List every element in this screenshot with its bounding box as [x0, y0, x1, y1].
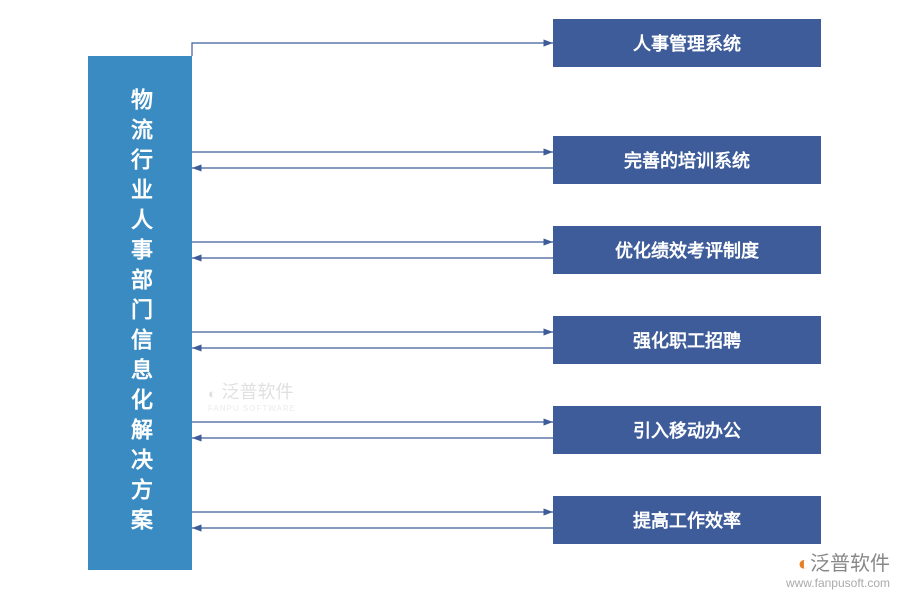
watermark-left-text: 泛普软件	[221, 382, 293, 402]
right-node: 强化职工招聘	[553, 316, 821, 364]
logo-icon: ◐	[798, 553, 810, 575]
main-node: 物流行业人事部门信息化解决方案	[88, 56, 192, 570]
watermark-left-sub: FANPU SOFTWARE	[208, 404, 296, 413]
watermark-right: ◐泛普软件 www.fanpusoft.com	[786, 547, 890, 590]
right-node: 优化绩效考评制度	[553, 226, 821, 274]
right-node-label: 引入移动办公	[633, 417, 741, 443]
connector-path	[192, 43, 553, 56]
logo-icon: ◐	[208, 385, 216, 401]
right-node: 引入移动办公	[553, 406, 821, 454]
right-node: 人事管理系统	[553, 19, 821, 67]
right-node: 提高工作效率	[553, 496, 821, 544]
right-node: 完善的培训系统	[553, 136, 821, 184]
right-node-label: 提高工作效率	[633, 507, 741, 533]
main-node-label: 物流行业人事部门信息化解决方案	[124, 88, 156, 538]
watermark-url: www.fanpusoft.com	[786, 576, 890, 590]
watermark-left: ◐ 泛普软件 FANPU SOFTWARE	[208, 378, 296, 413]
right-node-label: 完善的培训系统	[624, 147, 750, 173]
right-node-label: 优化绩效考评制度	[615, 237, 759, 263]
right-node-label: 人事管理系统	[633, 30, 741, 56]
right-node-label: 强化职工招聘	[633, 327, 741, 353]
watermark-brand: 泛普软件	[810, 553, 890, 575]
